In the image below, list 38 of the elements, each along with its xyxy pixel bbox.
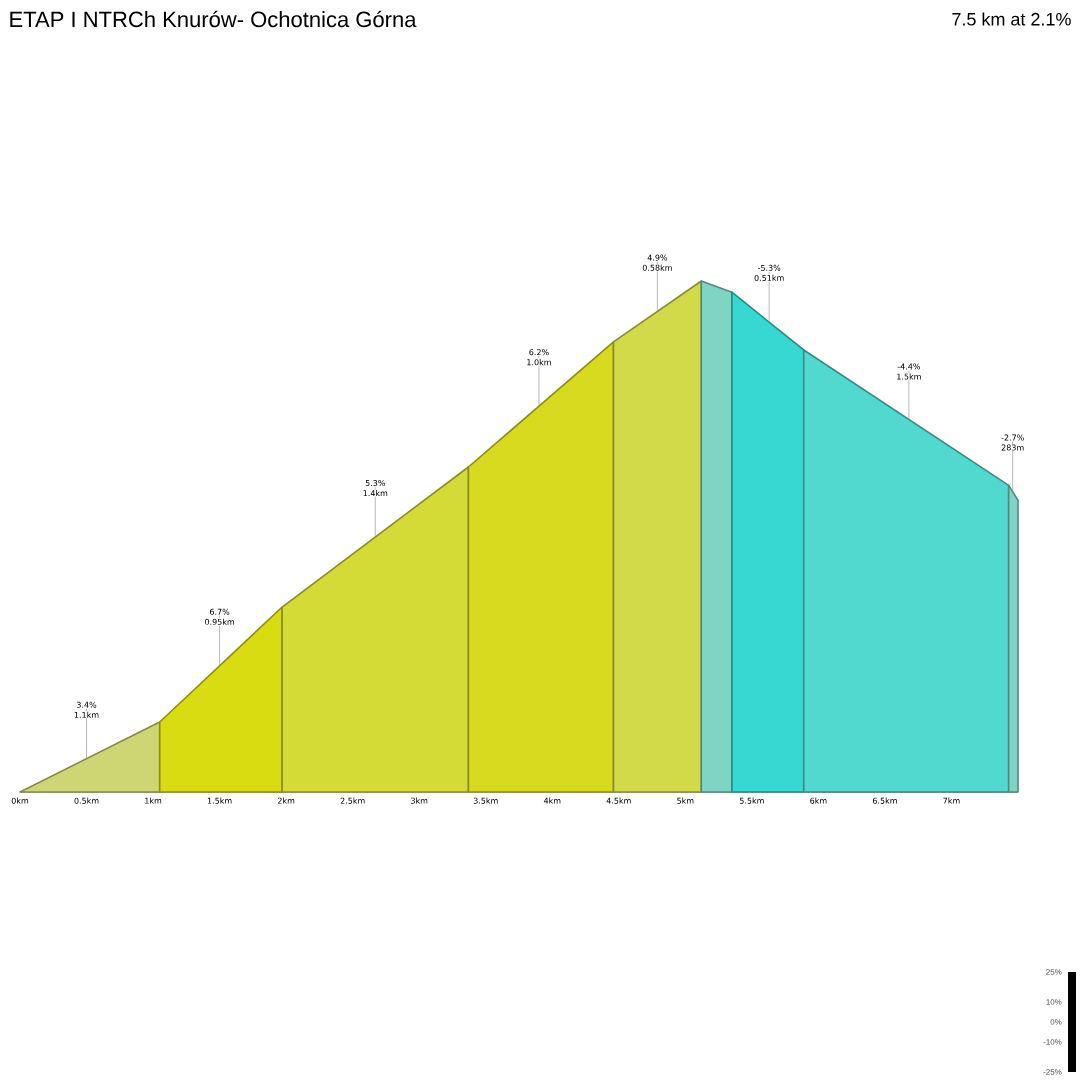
x-tick-label: 0.5km: [74, 797, 99, 804]
x-tick-label: 4km: [543, 797, 561, 804]
annotation: 0.95km: [205, 618, 235, 625]
annotation: -2.7%: [1001, 434, 1024, 441]
annotation: 0.58km: [642, 264, 672, 271]
x-tick-label: 7km: [943, 797, 960, 804]
annotation: 6.2%: [529, 349, 549, 356]
x-tick-label: 3.5km: [473, 797, 498, 804]
chart-title: ETAP I NTRCh Knurów- Ochotnica Górna: [10, 10, 417, 28]
annotation: 3.4%: [76, 701, 97, 708]
annotation: 5.3%: [365, 479, 385, 487]
text: -10%: [1043, 1039, 1062, 1045]
annotation: 4.9%: [647, 254, 668, 261]
text: 0%: [1050, 1019, 1062, 1025]
text: 10%: [1046, 999, 1062, 1005]
x-tick-label: 2km: [277, 797, 295, 804]
annotation: 1.4km: [363, 489, 388, 497]
annotation: 6.7%: [210, 608, 230, 615]
x-tick-label: 1.5km: [207, 797, 232, 804]
annotation: -4.4%: [897, 363, 921, 370]
x-tick-label: 4.5km: [606, 797, 631, 804]
x-tick-label: 3km: [411, 797, 428, 804]
chart-subtitle: 7.5 km at 2.1%: [952, 12, 1071, 26]
text: 25%: [1046, 969, 1062, 975]
x-tick-label: 2.5km: [340, 797, 365, 804]
x-tick-label: 5km: [677, 797, 694, 804]
x-tick-label: 5.5km: [739, 797, 764, 804]
x-tick-label: 1km: [145, 797, 162, 804]
annotation: 283m: [1001, 444, 1024, 451]
annotation: 1.1km: [74, 711, 99, 718]
x-tick-label: 6.5km: [872, 797, 897, 804]
x-tick-label: 0km: [11, 797, 29, 804]
x-tick-label: 6km: [810, 797, 827, 804]
annotation: -5.3%: [757, 264, 781, 271]
annotation: 1.0km: [527, 359, 551, 366]
annotation: 1.5km: [897, 373, 921, 380]
annotation: 0.51km: [754, 274, 784, 281]
text: -25%: [1043, 1069, 1062, 1075]
